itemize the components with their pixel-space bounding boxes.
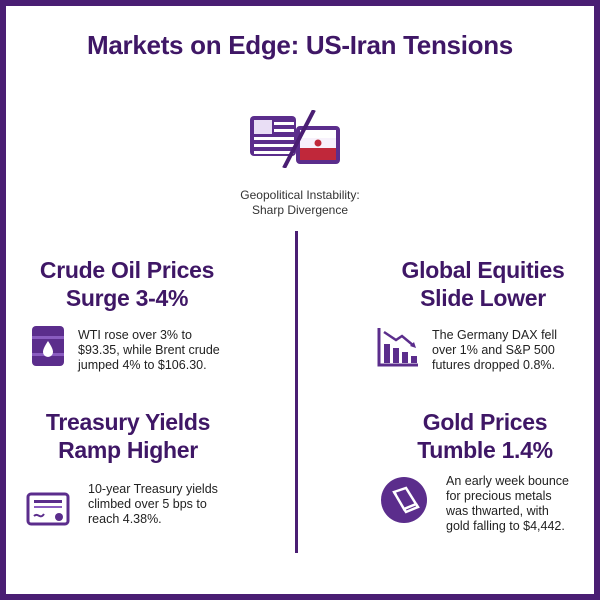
gold-body-line3: was thwarted, with <box>446 504 549 518</box>
oil-body: WTI rose over 3% to $93.35, while Brent … <box>78 328 238 373</box>
treasury-body-line3: reach 4.38%. <box>88 512 162 526</box>
hero-caption: Geopolitical Instability: Sharp Divergen… <box>186 188 414 218</box>
equities-body-line1: The Germany DAX fell <box>432 328 558 342</box>
gold-heading-line2: Tumble 1.4% <box>417 437 553 463</box>
page-title: Markets on Edge: US-Iran Tensions <box>87 30 513 60</box>
treasury-heading: Treasury Yields Ramp Higher <box>12 408 244 464</box>
gold-heading: Gold Prices Tumble 1.4% <box>376 408 594 464</box>
treasury-body-line1: 10-year Treasury yields <box>88 482 218 496</box>
gold-bar-icon <box>380 476 428 529</box>
falling-bar-chart-icon <box>376 324 420 373</box>
oil-heading-line2: Surge 3-4% <box>65 285 189 311</box>
gold-body-line2: for precious metals <box>446 489 552 503</box>
hero-caption-line1: Geopolitical Instability: <box>240 188 360 202</box>
oil-heading-line1: Crude Oil Prices <box>39 257 215 283</box>
center-divider <box>295 231 298 553</box>
treasury-body-line2: climbed over 5 bps to <box>88 497 207 511</box>
equities-heading-line1: Global Equities <box>401 257 565 283</box>
equities-body-line2: over 1% and S&P 500 <box>432 343 555 357</box>
hero-caption-line2: Sharp Divergence <box>251 203 349 217</box>
gold-body-line4: gold falling to $4,442. <box>446 519 565 533</box>
equities-body: The Germany DAX fell over 1% and S&P 500… <box>432 328 592 373</box>
gold-heading-line1: Gold Prices <box>422 409 548 435</box>
treasury-heading-line1: Treasury Yields <box>45 409 211 435</box>
gold-body-line1: An early week bounce <box>446 474 569 488</box>
certificate-icon <box>26 492 70 533</box>
equities-body-line3: futures dropped 0.8%. <box>432 358 555 372</box>
treasury-heading-line2: Ramp Higher <box>58 437 198 463</box>
equities-heading: Global Equities Slide Lower <box>368 256 598 312</box>
split-flag-icon <box>246 109 346 169</box>
oil-body-line1: WTI rose over 3% to <box>78 328 192 342</box>
oil-body-line3: jumped 4% to $106.30. <box>78 358 207 372</box>
oil-barrel-icon <box>30 324 66 373</box>
oil-heading: Crude Oil Prices Surge 3-4% <box>12 256 242 312</box>
oil-body-line2: $93.35, while Brent crude <box>78 343 220 357</box>
gold-body: An early week bounce for precious metals… <box>446 474 594 534</box>
equities-heading-line2: Slide Lower <box>420 285 546 311</box>
treasury-body: 10-year Treasury yields climbed over 5 b… <box>88 482 248 527</box>
